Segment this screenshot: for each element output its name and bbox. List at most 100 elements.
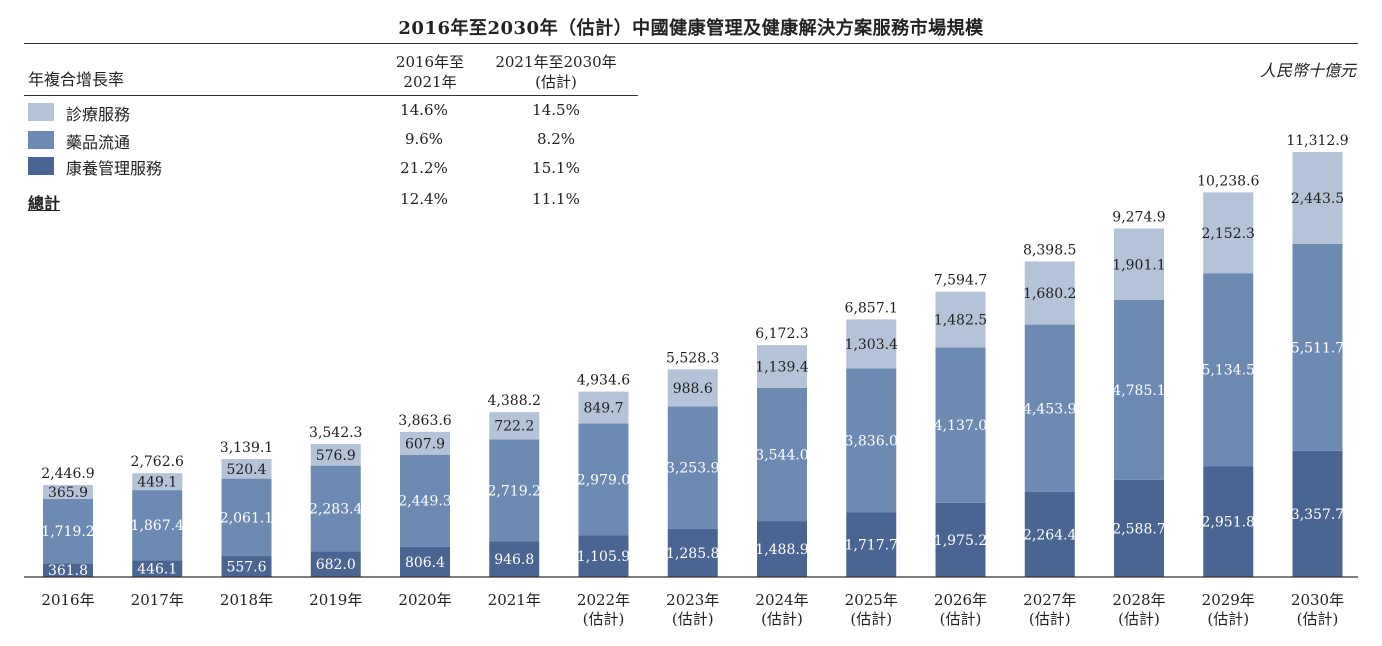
data-label: 4,785.1: [1112, 383, 1165, 399]
cagr-col2-header-line2: (估計): [535, 73, 577, 91]
bar-segment: [1203, 192, 1254, 274]
unit-label: 人民幣十億元: [1259, 61, 1356, 80]
legend-label-pharma: 藥品流通: [66, 133, 131, 152]
legend-label-wellness: 康養管理服務: [66, 159, 163, 178]
data-label: 2,719.2: [488, 483, 541, 499]
bar-segment: [400, 454, 450, 547]
data-label: 4,453.9: [1023, 401, 1076, 417]
data-label: 2,152.3: [1202, 226, 1255, 242]
bar-segment: [400, 431, 450, 455]
total-label: 4,388.2: [488, 393, 541, 409]
bar-segment: [489, 439, 540, 542]
x-tick-label: 2018年: [220, 591, 273, 609]
cagr-total-v2: 11.1%: [532, 190, 580, 208]
x-tick-label: 2017年: [131, 591, 184, 609]
bar-segment: [1114, 299, 1164, 480]
bar-segment: [578, 535, 629, 577]
data-label: 1,717.7: [845, 538, 898, 554]
data-label: 5,511.7: [1291, 340, 1344, 356]
total-label: 6,857.1: [845, 300, 898, 316]
bar-segment: [757, 345, 807, 388]
bar-segment: [667, 406, 718, 529]
bar-segment: [489, 412, 540, 440]
cagr-col2-header: 2021年至2030年 (估計): [486, 52, 626, 92]
data-label: 2,264.4: [1023, 527, 1077, 543]
data-label: 2,283.4: [309, 501, 363, 517]
x-tick-label: (估計): [672, 610, 714, 628]
data-label: 3,836.0: [845, 433, 898, 449]
bar-segment: [132, 490, 183, 561]
total-label: 4,934.6: [577, 373, 631, 389]
total-label: 10,238.6: [1197, 173, 1259, 189]
total-label: 6,172.3: [755, 326, 808, 342]
total-label: 11,312.9: [1286, 133, 1348, 149]
data-label: 849.7: [583, 401, 623, 417]
bar-segment: [1292, 152, 1343, 244]
cagr-clinical-v2: 14.5%: [532, 101, 580, 119]
data-label: 1,680.2: [1023, 286, 1076, 302]
data-label: 1,482.5: [934, 313, 987, 329]
data-label: 446.1: [137, 562, 177, 578]
x-tick-label: (估計): [1029, 610, 1071, 628]
bar-segment: [667, 369, 718, 407]
x-tick-label: (估計): [940, 610, 982, 628]
bar-segment: [310, 443, 361, 466]
cagr-col1-header: 2016年至 2021年: [370, 52, 490, 92]
cagr-total-v1: 12.4%: [400, 190, 448, 208]
data-label: 3,544.0: [755, 447, 808, 463]
x-tick-label: 2025年: [845, 591, 898, 609]
bar-segment: [221, 459, 272, 479]
title-rule: [24, 43, 1358, 44]
x-tick-label: 2030年: [1291, 591, 1344, 609]
x-tick-label: 2026年: [934, 591, 987, 609]
data-label: 3,253.9: [666, 461, 719, 477]
bar-segment: [43, 498, 93, 564]
cagr-pharma-v2: 8.2%: [536, 130, 576, 148]
data-label: 4,137.0: [934, 418, 987, 434]
total-label: 3,139.1: [220, 440, 273, 456]
bar-segment: [935, 347, 986, 503]
legend-swatch-wellness: [28, 157, 54, 175]
data-label: 576.9: [316, 448, 356, 464]
data-label: 722.2: [494, 419, 534, 435]
bar-segment: [489, 541, 540, 577]
total-label: 7,594.7: [934, 273, 987, 289]
bar-segment: [757, 521, 807, 577]
data-label: 365.9: [48, 485, 88, 501]
bar-segment: [1024, 491, 1075, 577]
bar-segment: [221, 556, 272, 577]
data-label: 682.0: [316, 557, 356, 573]
data-label: 1,488.9: [755, 542, 808, 558]
total-label: 2,446.9: [41, 466, 94, 482]
cagr-clinical-v1: 14.6%: [400, 101, 448, 119]
data-label: 2,061.1: [220, 510, 273, 526]
total-label: 3,542.3: [309, 425, 362, 441]
data-label: 557.6: [226, 560, 266, 576]
data-label: 2,588.7: [1112, 521, 1165, 537]
data-label: 2,449.3: [398, 494, 451, 510]
cagr-col2-header-line1: 2021年至2030年: [495, 53, 617, 71]
x-tick-label: 2028年: [1112, 591, 1165, 609]
bar-segment: [1203, 273, 1254, 467]
x-tick-label: 2021年: [488, 591, 541, 609]
data-label: 988.6: [673, 381, 713, 397]
bar-segment: [310, 465, 361, 552]
bar-segment: [43, 563, 93, 577]
data-label: 2,951.8: [1202, 515, 1255, 531]
data-label: 1,901.1: [1112, 257, 1165, 273]
x-tick-label: 2022年: [577, 591, 630, 609]
bar-segment: [1292, 243, 1343, 451]
chart-title: 2016年至2030年（估計）中國健康管理及健康解決方案服務市場規模: [398, 18, 984, 39]
data-label: 5,134.5: [1202, 363, 1255, 379]
bar-segment: [578, 423, 629, 536]
data-label: 1,139.4: [755, 360, 809, 376]
cagr-wellness-v1: 21.2%: [400, 159, 448, 177]
data-label: 806.4: [405, 555, 445, 571]
data-label: 2,443.5: [1291, 191, 1344, 207]
data-label: 607.9: [405, 436, 445, 452]
data-label: 520.4: [226, 462, 266, 478]
data-label: 1,303.4: [845, 337, 899, 353]
x-tick-label: (估計): [1297, 610, 1339, 628]
legend-swatch-pharma: [28, 131, 54, 149]
